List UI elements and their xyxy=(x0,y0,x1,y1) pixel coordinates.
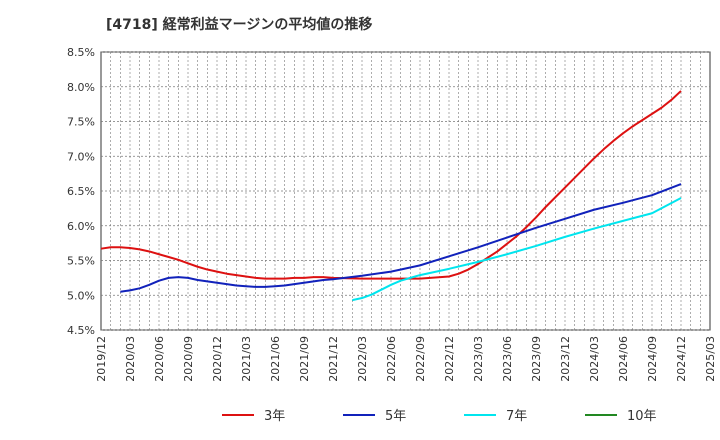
series-line-5年 xyxy=(120,183,682,293)
x-tick-label: 2020/12 xyxy=(211,336,224,382)
y-tick-label: 7.0% xyxy=(67,150,95,163)
x-tick-label: 2024/09 xyxy=(646,336,659,382)
legend-label: 5年 xyxy=(385,409,406,424)
y-tick-label: 8.5% xyxy=(67,46,95,59)
x-tick-label: 2023/09 xyxy=(530,336,543,382)
y-tick-label: 4.5% xyxy=(67,324,95,337)
x-tick-label: 2022/09 xyxy=(414,336,427,382)
legend-label: 3年 xyxy=(264,409,285,424)
grid-lines xyxy=(101,51,710,331)
series-line-7年 xyxy=(352,197,682,302)
x-tick-label: 2019/12 xyxy=(95,336,108,382)
y-axis-ticks: 4.5% 5.0% 5.5% 6.0% 6.5% 7.0% 7.5% 8.0% 8.5% xyxy=(67,46,95,337)
y-tick-label: 7.5% xyxy=(67,116,95,129)
y-tick-label: 6.0% xyxy=(67,220,95,233)
x-tick-label: 2024/06 xyxy=(617,336,630,382)
x-tick-label: 2021/03 xyxy=(240,336,253,382)
y-tick-label: 6.5% xyxy=(67,185,95,198)
x-tick-label: 2021/12 xyxy=(327,336,340,382)
x-tick-label: 2020/06 xyxy=(153,336,166,382)
y-tick-label: 8.0% xyxy=(67,81,95,94)
x-tick-label: 2020/09 xyxy=(182,336,195,382)
series-lines xyxy=(100,90,682,302)
legend-label: 7年 xyxy=(506,409,527,424)
x-tick-label: 2022/06 xyxy=(385,336,398,382)
x-axis-ticks: 2019/12 2020/03 2020/06 2020/09 2020/12 2021/… xyxy=(95,336,717,382)
x-tick-label: 2023/03 xyxy=(472,336,485,382)
x-tick-label: 2020/03 xyxy=(124,336,137,382)
x-tick-label: 2021/09 xyxy=(298,336,311,382)
legend: 3年 5年 7年 10年 xyxy=(222,409,657,424)
legend-label: 10年 xyxy=(627,409,657,424)
x-tick-label: 2023/06 xyxy=(501,336,514,382)
y-tick-label: 5.5% xyxy=(67,255,95,268)
y-tick-label: 5.0% xyxy=(67,289,95,302)
x-tick-label: 2025/03 xyxy=(704,336,717,382)
x-tick-label: 2024/03 xyxy=(588,336,601,382)
x-tick-label: 2024/12 xyxy=(675,336,688,382)
x-tick-label: 2023/12 xyxy=(559,336,572,382)
x-tick-label: 2022/12 xyxy=(443,336,456,382)
x-tick-label: 2022/03 xyxy=(356,336,369,382)
chart-title: [4718] 経常利益マージンの平均値の推移 xyxy=(106,16,372,33)
x-tick-label: 2021/06 xyxy=(269,336,282,382)
series-line-3年 xyxy=(100,90,682,280)
